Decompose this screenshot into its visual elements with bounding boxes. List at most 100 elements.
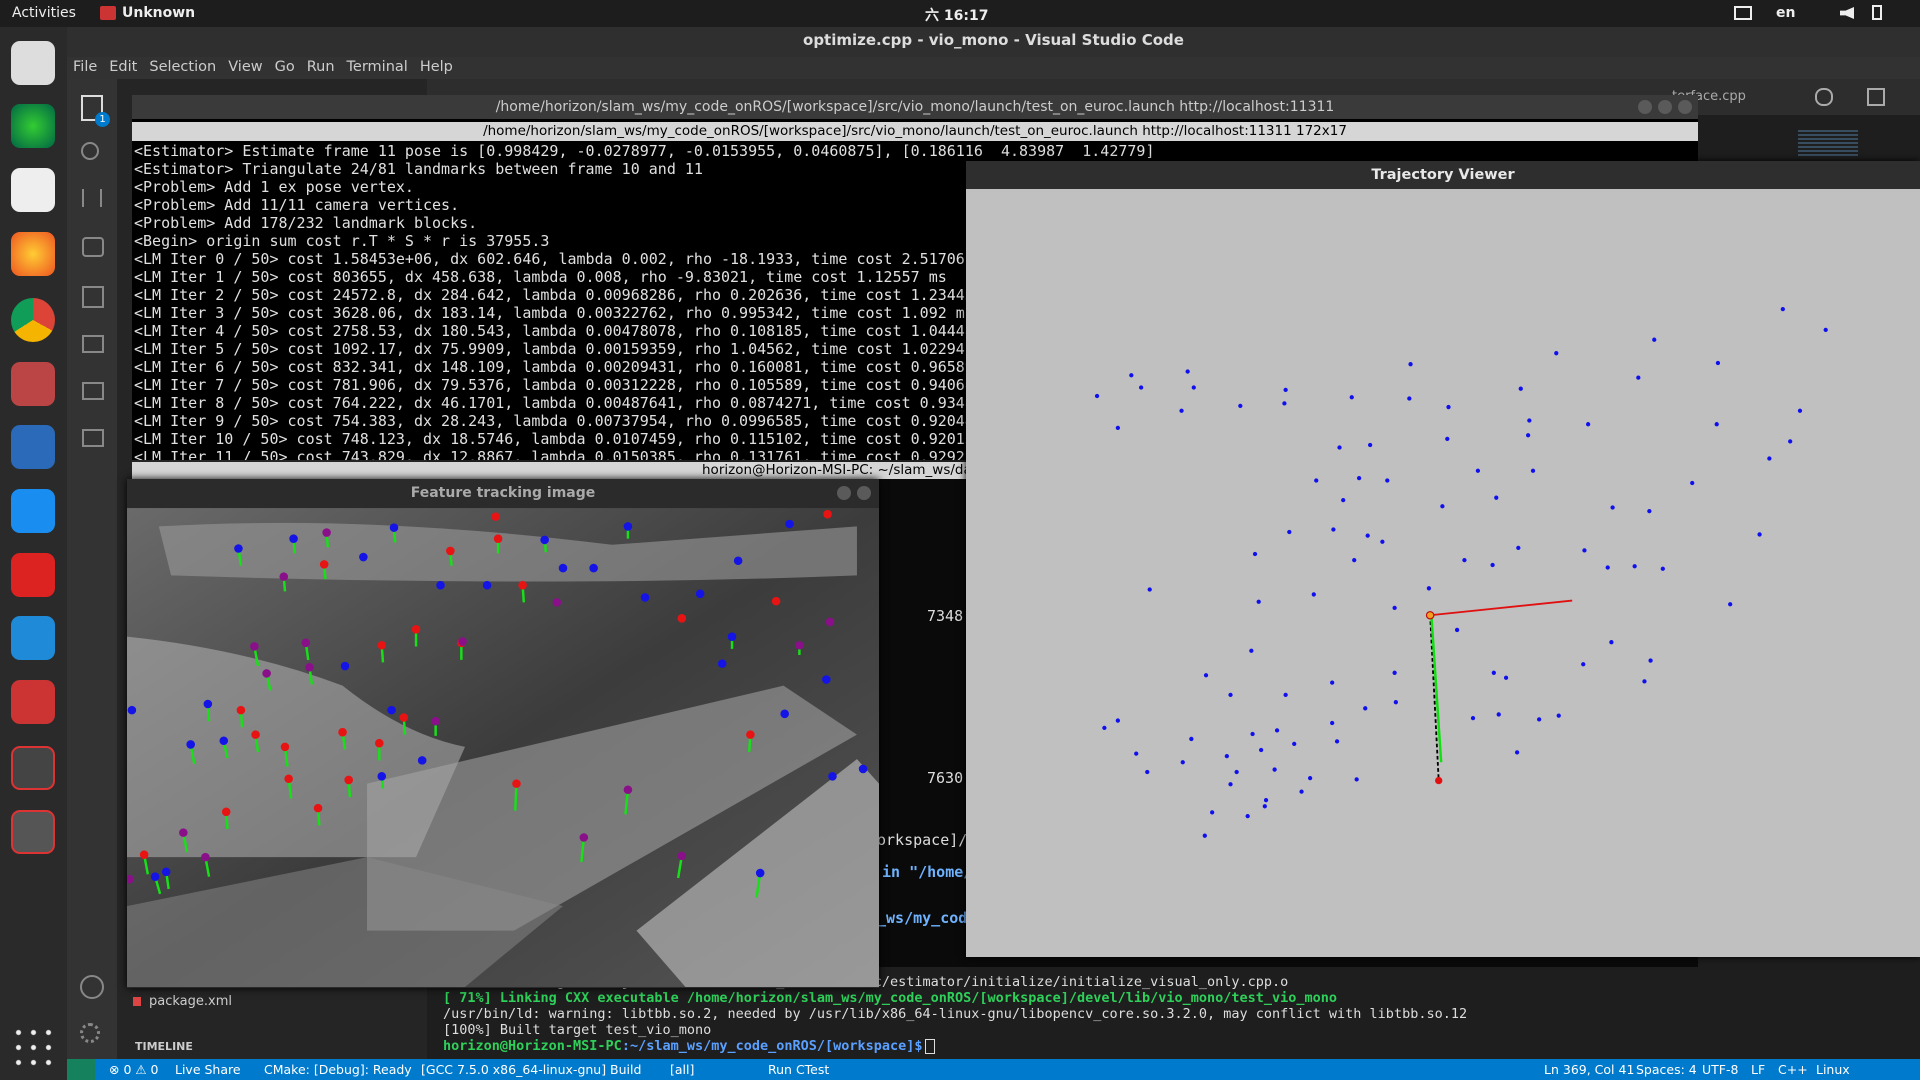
- terminal-line: /usr/bin/ld: warning: libtbb.so.2, neede…: [443, 1006, 1468, 1022]
- terminal-line: <Estimator> Estimate frame 11 pose is [0…: [134, 142, 1155, 160]
- camera-app[interactable]: [11, 41, 55, 85]
- terminal-line: <LM Iter 6 / 50> cost 832.341, dx 148.10…: [134, 358, 974, 376]
- terminal-line: <LM Iter 0 / 50> cost 1.58453e+06, dx 60…: [134, 250, 965, 268]
- app-icon[interactable]: [11, 680, 55, 724]
- activities[interactable]: Activities: [12, 5, 76, 21]
- terminal-line: <Problem> Add 11/11 camera vertices.: [134, 196, 460, 214]
- feature-image: [127, 508, 879, 987]
- file-item[interactable]: package.xml: [149, 994, 232, 1009]
- extensions-icon[interactable]: [82, 286, 104, 308]
- start-pose: [1435, 776, 1443, 785]
- terminal-line: <LM Iter 9 / 50> cost 754.383, dx 28.243…: [134, 412, 974, 430]
- terminal-output: <Estimator> Estimate frame 11 pose is [0…: [134, 142, 1694, 460]
- camera-axis-y: [1430, 615, 1443, 763]
- settings-button[interactable]: [1815, 88, 1833, 106]
- status-item[interactable]: Run CTest: [768, 1062, 830, 1077]
- files-app[interactable]: [11, 362, 55, 406]
- language[interactable]: en: [1776, 5, 1796, 21]
- remote-indicator[interactable]: [67, 1059, 95, 1080]
- terminal-prompt: horizon@Horizon-MSI-PC:~/slam_ws/my_code…: [443, 1038, 1913, 1054]
- chrome[interactable]: [11, 298, 55, 342]
- top-bar: Activities Unknown 六 16:17 en: [0, 0, 1920, 27]
- explorer-icon[interactable]: [81, 95, 103, 121]
- trajectory-path: [1429, 615, 1440, 781]
- remote-icon[interactable]: [82, 335, 104, 353]
- status-item[interactable]: Live Share: [175, 1062, 241, 1077]
- status-item[interactable]: Linux: [1816, 1062, 1850, 1077]
- timeline-header[interactable]: TIMELINE: [135, 1040, 193, 1053]
- account-icon[interactable]: [80, 975, 104, 999]
- prompt-user: horizon@Horizon-MSI-PC: [443, 1038, 622, 1054]
- window-title: optimize.cpp - vio_mono - Visual Studio …: [67, 27, 1920, 57]
- menu-item[interactable]: Edit: [109, 59, 138, 75]
- search-icon[interactable]: [81, 142, 99, 160]
- firefox[interactable]: [11, 232, 55, 276]
- trajectory-window: Trajectory Viewer: [966, 161, 1920, 957]
- app-icon[interactable]: [11, 553, 55, 597]
- app-icon: [100, 6, 116, 20]
- show-apps[interactable]: [11, 1025, 55, 1069]
- terminal-line: [ 71%] Linking CXX executable /home/hori…: [443, 990, 1338, 1006]
- battery-icon[interactable]: [1872, 5, 1882, 20]
- app-icon[interactable]: [11, 810, 55, 854]
- share-icon[interactable]: [82, 382, 104, 400]
- feature-tracks: [142, 526, 801, 898]
- terminal-line: <LM Iter 1 / 50> cost 803655, dx 458.638…: [134, 268, 947, 286]
- minimize-button[interactable]: [837, 486, 851, 500]
- close-button[interactable]: [1678, 100, 1692, 114]
- app-icon[interactable]: [11, 489, 55, 533]
- status-item[interactable]: [all]: [670, 1062, 695, 1077]
- terminal-title: horizon@Horizon-MSI-PC: ~/slam_ws/da: [702, 462, 972, 478]
- prompt-path: :~/slam_ws/my_code_onROS/[workspace]$: [621, 1038, 923, 1054]
- status-item[interactable]: [GCC 7.5.0 x86_64-linux-gnu]: [421, 1062, 607, 1077]
- terminal-text: 7630.: [927, 769, 973, 787]
- scm-icon[interactable]: [82, 189, 102, 207]
- terminal-line: <LM Iter 3 / 50> cost 3628.06, dx 183.14…: [134, 304, 974, 322]
- menu-item[interactable]: Go: [274, 59, 295, 75]
- menu-item[interactable]: Terminal: [346, 59, 408, 75]
- app-icon[interactable]: [11, 104, 55, 148]
- debug-icon[interactable]: [82, 237, 104, 257]
- keyboard-icon[interactable]: [1734, 6, 1752, 20]
- app-icon[interactable]: [11, 746, 55, 790]
- window-title: Trajectory Viewer: [966, 161, 1920, 189]
- badge: 1: [95, 112, 110, 127]
- menu-item[interactable]: Help: [419, 59, 453, 75]
- status-item[interactable]: UTF-8: [1702, 1062, 1739, 1077]
- split-button[interactable]: [1867, 88, 1885, 106]
- terminal-line: <Begin> origin sum cost r.T * S * r is 3…: [134, 232, 550, 250]
- terminal-line: <Estimator> Triangulate 24/81 landmarks …: [134, 160, 703, 178]
- menu-item[interactable]: File: [73, 59, 98, 75]
- writer-app[interactable]: [11, 425, 55, 469]
- maximize-button[interactable]: [1658, 100, 1672, 114]
- volume-icon[interactable]: [1840, 7, 1854, 19]
- menu-item[interactable]: View: [228, 59, 263, 75]
- cmake-icon[interactable]: [82, 429, 104, 447]
- minimize-button[interactable]: [1638, 100, 1652, 114]
- terminal-line: <LM Iter 10 / 50> cost 748.123, dx 18.57…: [134, 430, 974, 448]
- vscode-app[interactable]: [11, 616, 55, 660]
- close-button[interactable]: [857, 486, 871, 500]
- status-item[interactable]: CMake: [Debug]: Ready: [264, 1062, 412, 1077]
- status-item[interactable]: C++: [1778, 1062, 1808, 1077]
- clock[interactable]: 六 16:17: [925, 8, 989, 24]
- feature-points-new: [139, 509, 832, 859]
- terminal-line: <LM Iter 11 / 50> cost 743.829, dx 12.88…: [134, 448, 965, 460]
- status-item[interactable]: Spaces: 4: [1636, 1062, 1697, 1077]
- terminal-line: <LM Iter 8 / 50> cost 764.222, dx 46.170…: [134, 394, 974, 412]
- menu-bar: File Edit Selection View Go Run Terminal Help: [67, 57, 1920, 79]
- cursor: [924, 1038, 935, 1054]
- current-pose: [1425, 610, 1435, 620]
- status-item[interactable]: Ln 369, Col 41: [1544, 1062, 1635, 1077]
- app-menu[interactable]: Unknown: [122, 5, 196, 21]
- menu-item[interactable]: Selection: [149, 59, 217, 75]
- settings-icon[interactable]: [80, 1023, 100, 1043]
- status-item[interactable]: Build: [610, 1062, 642, 1077]
- activity-bar: 1: [67, 79, 117, 1059]
- menu-item[interactable]: Run: [306, 59, 335, 75]
- wooden-beam: [367, 685, 857, 931]
- speaker-app[interactable]: [11, 168, 55, 212]
- status-item[interactable]: LF: [1751, 1062, 1766, 1077]
- status-item[interactable]: ⊗ 0 ⚠ 0: [109, 1062, 159, 1077]
